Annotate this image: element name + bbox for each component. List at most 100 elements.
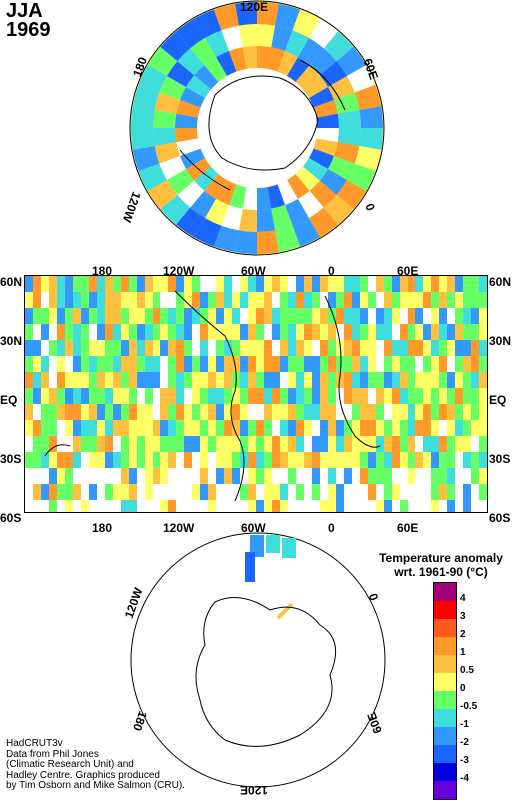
grid-cell xyxy=(479,340,487,356)
grid-cell xyxy=(56,452,65,468)
grid-cell xyxy=(447,500,456,512)
grid-cell xyxy=(327,452,336,468)
grid-cell xyxy=(439,324,448,340)
grid-cell xyxy=(272,452,280,468)
grid-cell xyxy=(447,436,456,452)
grid-cell xyxy=(280,324,288,340)
grid-cell xyxy=(311,276,320,292)
grid-cell xyxy=(287,436,296,452)
grid-cell xyxy=(415,356,424,372)
grid-cell xyxy=(192,388,201,404)
grid-cell xyxy=(319,356,328,372)
grid-cell xyxy=(184,452,193,468)
grid-cell xyxy=(184,436,193,452)
grid-cell xyxy=(327,356,336,372)
grid-cell xyxy=(327,324,336,340)
grid-cell xyxy=(32,292,41,308)
polar-cell xyxy=(308,148,335,169)
grid-cell xyxy=(455,436,464,452)
grid-cell xyxy=(80,484,89,500)
grid-cell xyxy=(303,324,312,340)
polar-cell xyxy=(205,199,229,226)
grid-cell xyxy=(160,436,169,452)
grid-cell xyxy=(152,324,161,340)
grid-cell xyxy=(407,420,416,436)
grid-cell xyxy=(463,276,472,292)
grid-cell xyxy=(48,500,57,512)
grid-cell xyxy=(56,324,65,340)
grid-cell xyxy=(72,420,81,436)
grid-cell xyxy=(88,484,97,500)
polar-cell xyxy=(337,128,361,147)
grid-cell xyxy=(232,436,241,452)
polar-cell xyxy=(176,99,201,118)
grid-cell xyxy=(415,292,424,308)
grid-cell xyxy=(455,308,464,324)
grid-cell xyxy=(272,308,280,324)
grid-cell xyxy=(232,500,241,512)
grid-cell xyxy=(319,340,328,356)
grid-cell xyxy=(72,500,81,512)
polar-cell xyxy=(190,190,216,219)
grid-cell xyxy=(224,500,233,512)
grid-cell xyxy=(272,436,280,452)
grid-cell xyxy=(72,436,81,452)
grid-cell xyxy=(383,276,392,292)
grid-cell xyxy=(96,484,105,500)
grid-cell xyxy=(359,308,368,324)
grid-cell xyxy=(88,404,97,420)
grid-cell xyxy=(439,308,448,324)
grid-cell xyxy=(216,356,225,372)
grid-cell xyxy=(144,468,153,484)
grid-cell xyxy=(383,468,392,484)
grid-cell xyxy=(120,468,129,484)
grid-cell xyxy=(375,484,384,500)
grid-cell xyxy=(471,292,480,308)
grid-cell xyxy=(200,484,209,500)
grid-cell xyxy=(96,468,105,484)
grid-cell xyxy=(431,356,440,372)
grid-cell xyxy=(96,500,105,512)
grid-cell xyxy=(479,308,487,324)
grid-cell xyxy=(240,484,249,500)
grid-cell xyxy=(200,420,209,436)
grid-cell xyxy=(455,452,464,468)
grid-cell xyxy=(439,452,448,468)
grid-cell xyxy=(311,388,320,404)
grid-cell xyxy=(136,484,145,500)
grid-cell xyxy=(335,308,344,324)
lon-label-top-120w: 120W xyxy=(163,264,195,278)
grid-cell xyxy=(72,308,81,324)
legend-swatch xyxy=(434,709,456,727)
grid-cell xyxy=(431,420,440,436)
grid-cell xyxy=(463,388,472,404)
legend-swatch xyxy=(434,763,456,781)
grid-cell xyxy=(128,372,137,388)
grid-cell xyxy=(343,308,352,324)
grid-cell xyxy=(343,468,352,484)
grid-cell xyxy=(136,276,145,292)
grid-cell xyxy=(96,356,105,372)
grid-cell xyxy=(152,308,161,324)
grid-cell xyxy=(176,468,185,484)
grid-cell xyxy=(48,420,57,436)
grid-cell xyxy=(216,388,225,404)
grid-cell xyxy=(136,420,145,436)
grid-cell xyxy=(280,388,288,404)
grid-cell xyxy=(359,276,368,292)
grid-cell xyxy=(128,420,137,436)
grid-cell xyxy=(335,404,344,420)
grid-cell xyxy=(168,372,177,388)
grid-cell xyxy=(295,276,304,292)
polar-cell xyxy=(295,65,320,90)
grid-cell xyxy=(88,500,97,512)
grid-cell xyxy=(56,276,65,292)
grid-cell xyxy=(248,452,257,468)
grid-cell xyxy=(25,468,33,484)
grid-cell xyxy=(48,468,57,484)
grid-cell xyxy=(479,484,487,500)
grid-cell xyxy=(112,292,121,308)
grid-cell xyxy=(295,452,304,468)
polar-cell xyxy=(221,25,243,51)
legend-swatch xyxy=(434,673,456,691)
